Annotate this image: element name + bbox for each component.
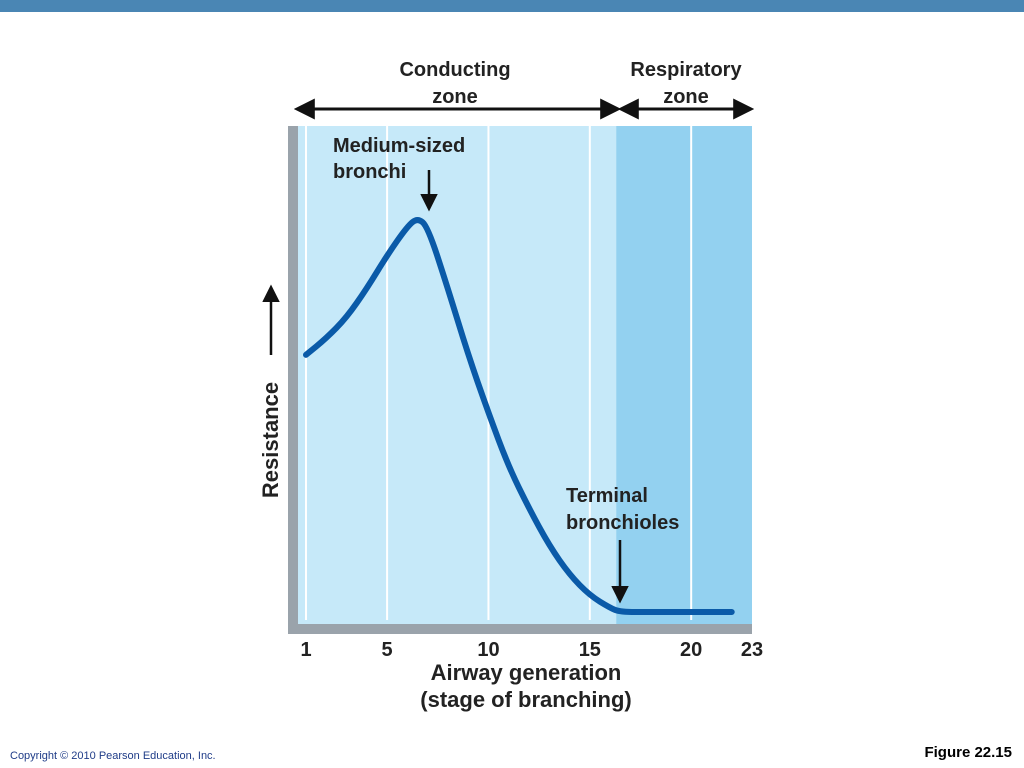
x-tick-label-15: 15 [579,639,601,661]
y-axis-bar [288,126,298,632]
x-tick-label-10: 10 [477,639,499,661]
copyright-text: Copyright © 2010 Pearson Education, Inc. [10,750,216,762]
conducting-zone-label-line-2: zone [432,86,478,108]
respiratory-zone-label-line-2: zone [663,86,709,108]
x-axis-bar [288,624,752,634]
x-tick-label-20: 20 [680,639,702,661]
terminal-bronchioles-label-line-2: bronchioles [566,512,679,534]
figure-label: Figure 22.15 [924,744,1012,761]
y-axis-label: Resistance [258,382,283,498]
medium-bronchi-label-line-1: Medium-sized [333,135,465,157]
respiratory-zone-label-line-1: Respiratory [630,59,742,81]
resistance-curve [303,217,735,615]
conducting-zone-band [290,126,617,626]
x-axis-label-line-1: Airway generation [431,660,622,685]
x-tick-label-23: 23 [741,639,763,661]
medium-bronchi-label-line-2: bronchi [333,161,406,183]
x-tick-label-1: 1 [300,639,311,661]
x-tick-label-5: 5 [382,639,393,661]
resistance-chart: 1 5 10 15 20 23ConductingzoneRespiratoryzoneM… [258,59,763,712]
respiratory-zone-band [616,126,752,626]
header-accent-bar [0,0,1024,12]
x-axis-label-line-2: (stage of branching) [420,687,631,712]
terminal-bronchioles-label-line-1: Terminal [566,485,648,507]
conducting-zone-label-line-1: Conducting [399,59,510,81]
